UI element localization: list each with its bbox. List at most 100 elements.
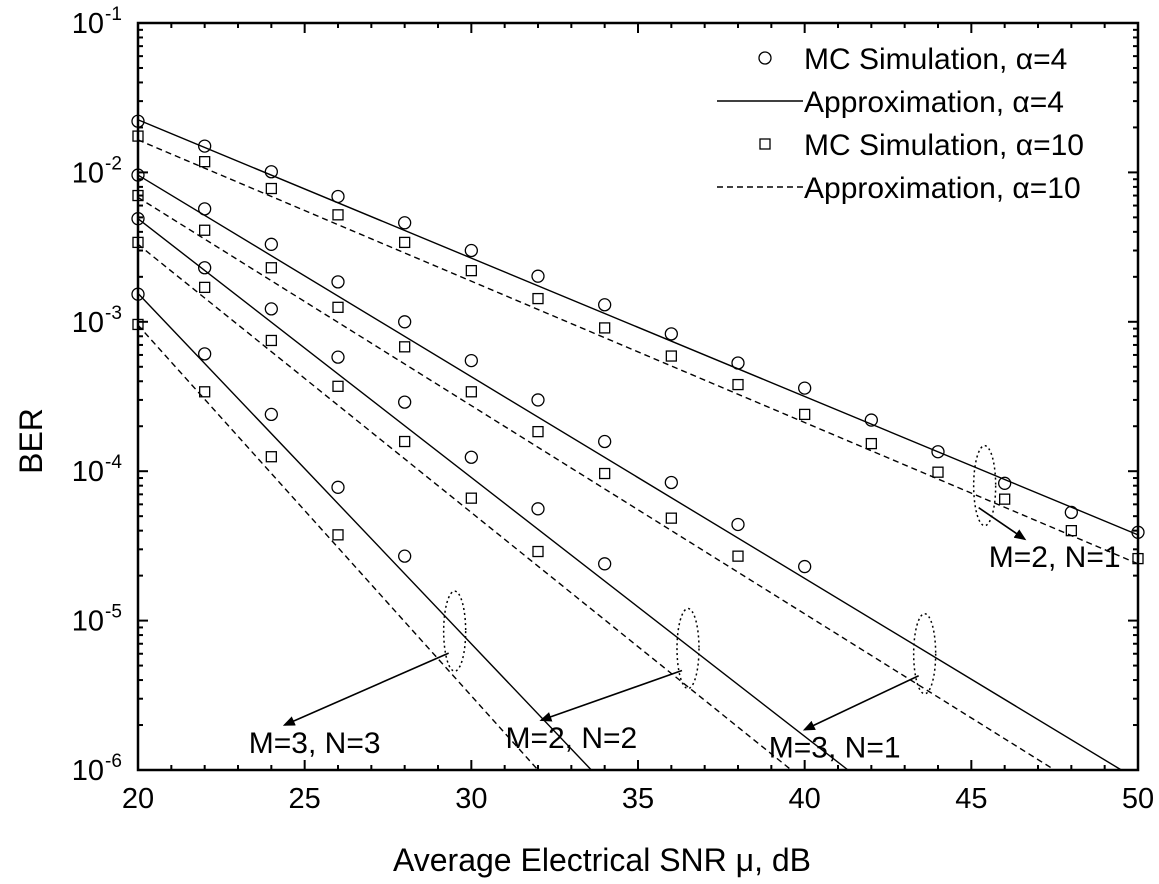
mc-point-alpha4 xyxy=(598,434,612,449)
legend-label: Approximation, α=4 xyxy=(804,86,1064,119)
x-tick-label: 20 xyxy=(122,783,154,815)
y-tick-label: 10 xyxy=(72,456,104,488)
mc-point-alpha10 xyxy=(332,301,344,313)
mc-point-alpha10 xyxy=(465,386,477,398)
mc-point-alpha4 xyxy=(331,480,345,494)
mc-point-alpha10 xyxy=(399,341,411,353)
mc-point-alpha4 xyxy=(131,287,145,301)
y-tick-exponent: -6 xyxy=(105,751,122,772)
y-tick-exponent: -3 xyxy=(105,303,122,324)
y-tick-label: 10 xyxy=(72,606,104,638)
y-tick-label: 10 xyxy=(72,157,104,189)
mc-point-alpha10 xyxy=(199,386,211,398)
mc-point-alpha10 xyxy=(132,189,144,202)
mc-point-alpha10 xyxy=(332,209,344,221)
group-arrow xyxy=(802,675,920,731)
mc-point-alpha4 xyxy=(731,517,745,532)
mc-point-alpha10 xyxy=(732,550,744,562)
mc-point-alpha10 xyxy=(732,378,744,391)
legend-label: MC Simulation, α=4 xyxy=(804,43,1067,76)
mc-point-alpha4 xyxy=(398,315,412,329)
mc-point-alpha4 xyxy=(331,350,345,364)
mc-point-alpha10 xyxy=(999,493,1011,505)
mc-point-alpha10 xyxy=(399,236,411,249)
mc-point-alpha10 xyxy=(199,156,211,168)
mc-point-alpha4 xyxy=(131,212,145,226)
approx-line-alpha10 xyxy=(137,243,792,771)
mc-point-alpha4 xyxy=(264,237,278,251)
legend-square-marker xyxy=(759,138,771,150)
mc-point-alpha4 xyxy=(198,261,212,275)
group-label: M=2, N=1 xyxy=(989,541,1121,574)
y-axis-label: BER xyxy=(13,408,49,474)
x-tick-label: 40 xyxy=(789,783,821,815)
mc-point-alpha4 xyxy=(598,298,612,312)
y-tick-label: 10 xyxy=(72,755,104,787)
mc-point-alpha10 xyxy=(465,492,477,504)
mc-point-alpha10 xyxy=(265,262,277,274)
x-tick-labels: 20 25 30 35 40 45 50 xyxy=(122,783,1154,815)
mc-point-alpha10 xyxy=(599,467,611,480)
group-arrow xyxy=(282,652,449,726)
mc-point-alpha10 xyxy=(1132,552,1144,565)
group-ellipse xyxy=(676,607,700,690)
mc-point-alpha4 xyxy=(1064,505,1078,520)
group-arrow xyxy=(539,669,683,722)
mc-point-alpha10 xyxy=(599,322,611,334)
legend-label: MC Simulation, α=10 xyxy=(804,129,1084,162)
y-tick-exponent: -5 xyxy=(105,602,122,623)
y-tick-labels: 10-110-210-310-410-510-6 xyxy=(72,4,123,787)
mc-point-alpha10 xyxy=(665,350,677,362)
approx-line-alpha4 xyxy=(137,218,849,771)
mc-point-alpha10 xyxy=(799,408,811,421)
mc-point-alpha4 xyxy=(398,216,412,230)
mc-point-alpha4 xyxy=(464,450,478,464)
approx-line-alpha4 xyxy=(137,119,1139,536)
mc-point-alpha4 xyxy=(664,327,678,341)
legend: MC Simulation, α=4 Approximation, α=4 MC S… xyxy=(717,43,1084,205)
mc-point-alpha10 xyxy=(132,318,144,331)
mc-point-alpha4 xyxy=(864,413,878,427)
mc-point-alpha10 xyxy=(932,466,944,478)
mc-point-alpha10 xyxy=(532,545,544,558)
mc-point-alpha10 xyxy=(332,529,344,541)
mc-point-alpha4 xyxy=(798,559,812,574)
group-label: M=3, N=3 xyxy=(249,727,381,760)
annotation-layer: M=2, N=1 M=3, N=1 M=2, N=2 M=3, N=3 xyxy=(249,444,1121,765)
legend-circle-marker xyxy=(758,51,772,65)
mc-point-alpha4 xyxy=(264,302,278,316)
series-layer xyxy=(131,114,1145,771)
mc-point-alpha10 xyxy=(865,437,877,450)
x-tick-label: 30 xyxy=(455,783,487,815)
mc-point-alpha10 xyxy=(532,425,544,438)
mc-point-alpha4 xyxy=(398,549,412,563)
group-arrow xyxy=(978,507,1027,541)
approx-line-alpha10 xyxy=(137,139,1139,565)
x-tick-label: 50 xyxy=(1122,783,1154,815)
approx-line-alpha10 xyxy=(137,196,1056,771)
x-tick-label: 35 xyxy=(622,783,654,815)
group-label: M=2, N=2 xyxy=(505,722,637,755)
y-tick-label: 10 xyxy=(72,307,104,339)
axis-ticks xyxy=(138,23,1138,770)
mc-point-alpha10 xyxy=(199,281,211,294)
legend-label: Approximation, α=10 xyxy=(804,172,1081,205)
group-ellipse xyxy=(912,612,937,695)
group-ellipse xyxy=(972,444,997,527)
mc-point-alpha10 xyxy=(1065,525,1077,537)
mc-point-alpha4 xyxy=(464,353,478,368)
mc-point-alpha4 xyxy=(598,557,612,571)
approx-line-alpha4 xyxy=(137,174,1122,771)
mc-point-alpha10 xyxy=(465,264,477,277)
mc-point-alpha4 xyxy=(131,168,145,182)
mc-point-alpha10 xyxy=(399,435,411,448)
mc-point-alpha4 xyxy=(931,445,945,459)
mc-point-alpha4 xyxy=(998,476,1012,490)
x-axis-label: Average Electrical SNR μ, dB xyxy=(393,842,811,878)
x-tick-label: 25 xyxy=(289,783,321,815)
mc-point-alpha4 xyxy=(531,269,545,283)
mc-point-alpha4 xyxy=(264,165,278,179)
mc-point-alpha10 xyxy=(532,292,544,305)
group-label: M=3, N=1 xyxy=(769,732,901,765)
mc-point-alpha4 xyxy=(798,381,812,395)
